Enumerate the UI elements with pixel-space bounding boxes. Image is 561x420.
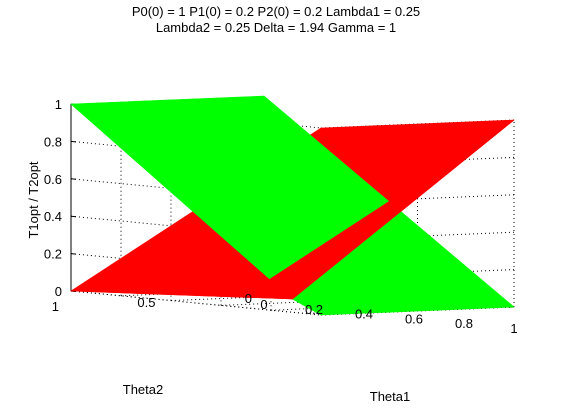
red-surface-front <box>263 119 515 300</box>
z-tick-4 <box>70 140 77 143</box>
x-axis-label: Theta1 <box>370 389 410 404</box>
y-tick-label-1: 0.5 <box>137 295 155 310</box>
z-axis-label: T1opt / T2opt <box>26 161 41 238</box>
z-tick-label-1: 0.2 <box>44 247 62 262</box>
z-tick-label-2: 0.4 <box>44 209 62 224</box>
chart-title-line-2: Lambda2 = 0.25 Delta = 1.94 Gamma = 1 <box>156 20 396 35</box>
y-tick-label-0: 0 <box>245 291 252 306</box>
z-tick-3 <box>70 178 77 180</box>
z-tick-label-5: 1 <box>55 97 62 112</box>
x-tick-label-0: 0 <box>260 297 267 312</box>
z-tick-label-4: 0.8 <box>44 134 62 149</box>
surface-layer <box>70 95 515 316</box>
y-axis-label: Theta2 <box>123 382 163 397</box>
z-tick-label-0: 0 <box>55 284 62 299</box>
y-tick-label-2: 1 <box>52 299 59 314</box>
z-tick-label-3: 0.6 <box>44 172 62 187</box>
z-tick-2 <box>70 215 77 218</box>
x-tick-label-4: 0.8 <box>455 316 473 331</box>
chart-title-line-1: P0(0) = 1 P1(0) = 0.2 P2(0) = 0.2 Lambda… <box>132 4 420 19</box>
x-tick-label-5: 1 <box>510 321 517 336</box>
x-tick-label-3: 0.6 <box>405 311 423 326</box>
x-tick-label-2: 0.4 <box>355 307 373 322</box>
z-tick-1 <box>70 253 77 255</box>
x-tick-label-1: 0.2 <box>305 302 323 317</box>
